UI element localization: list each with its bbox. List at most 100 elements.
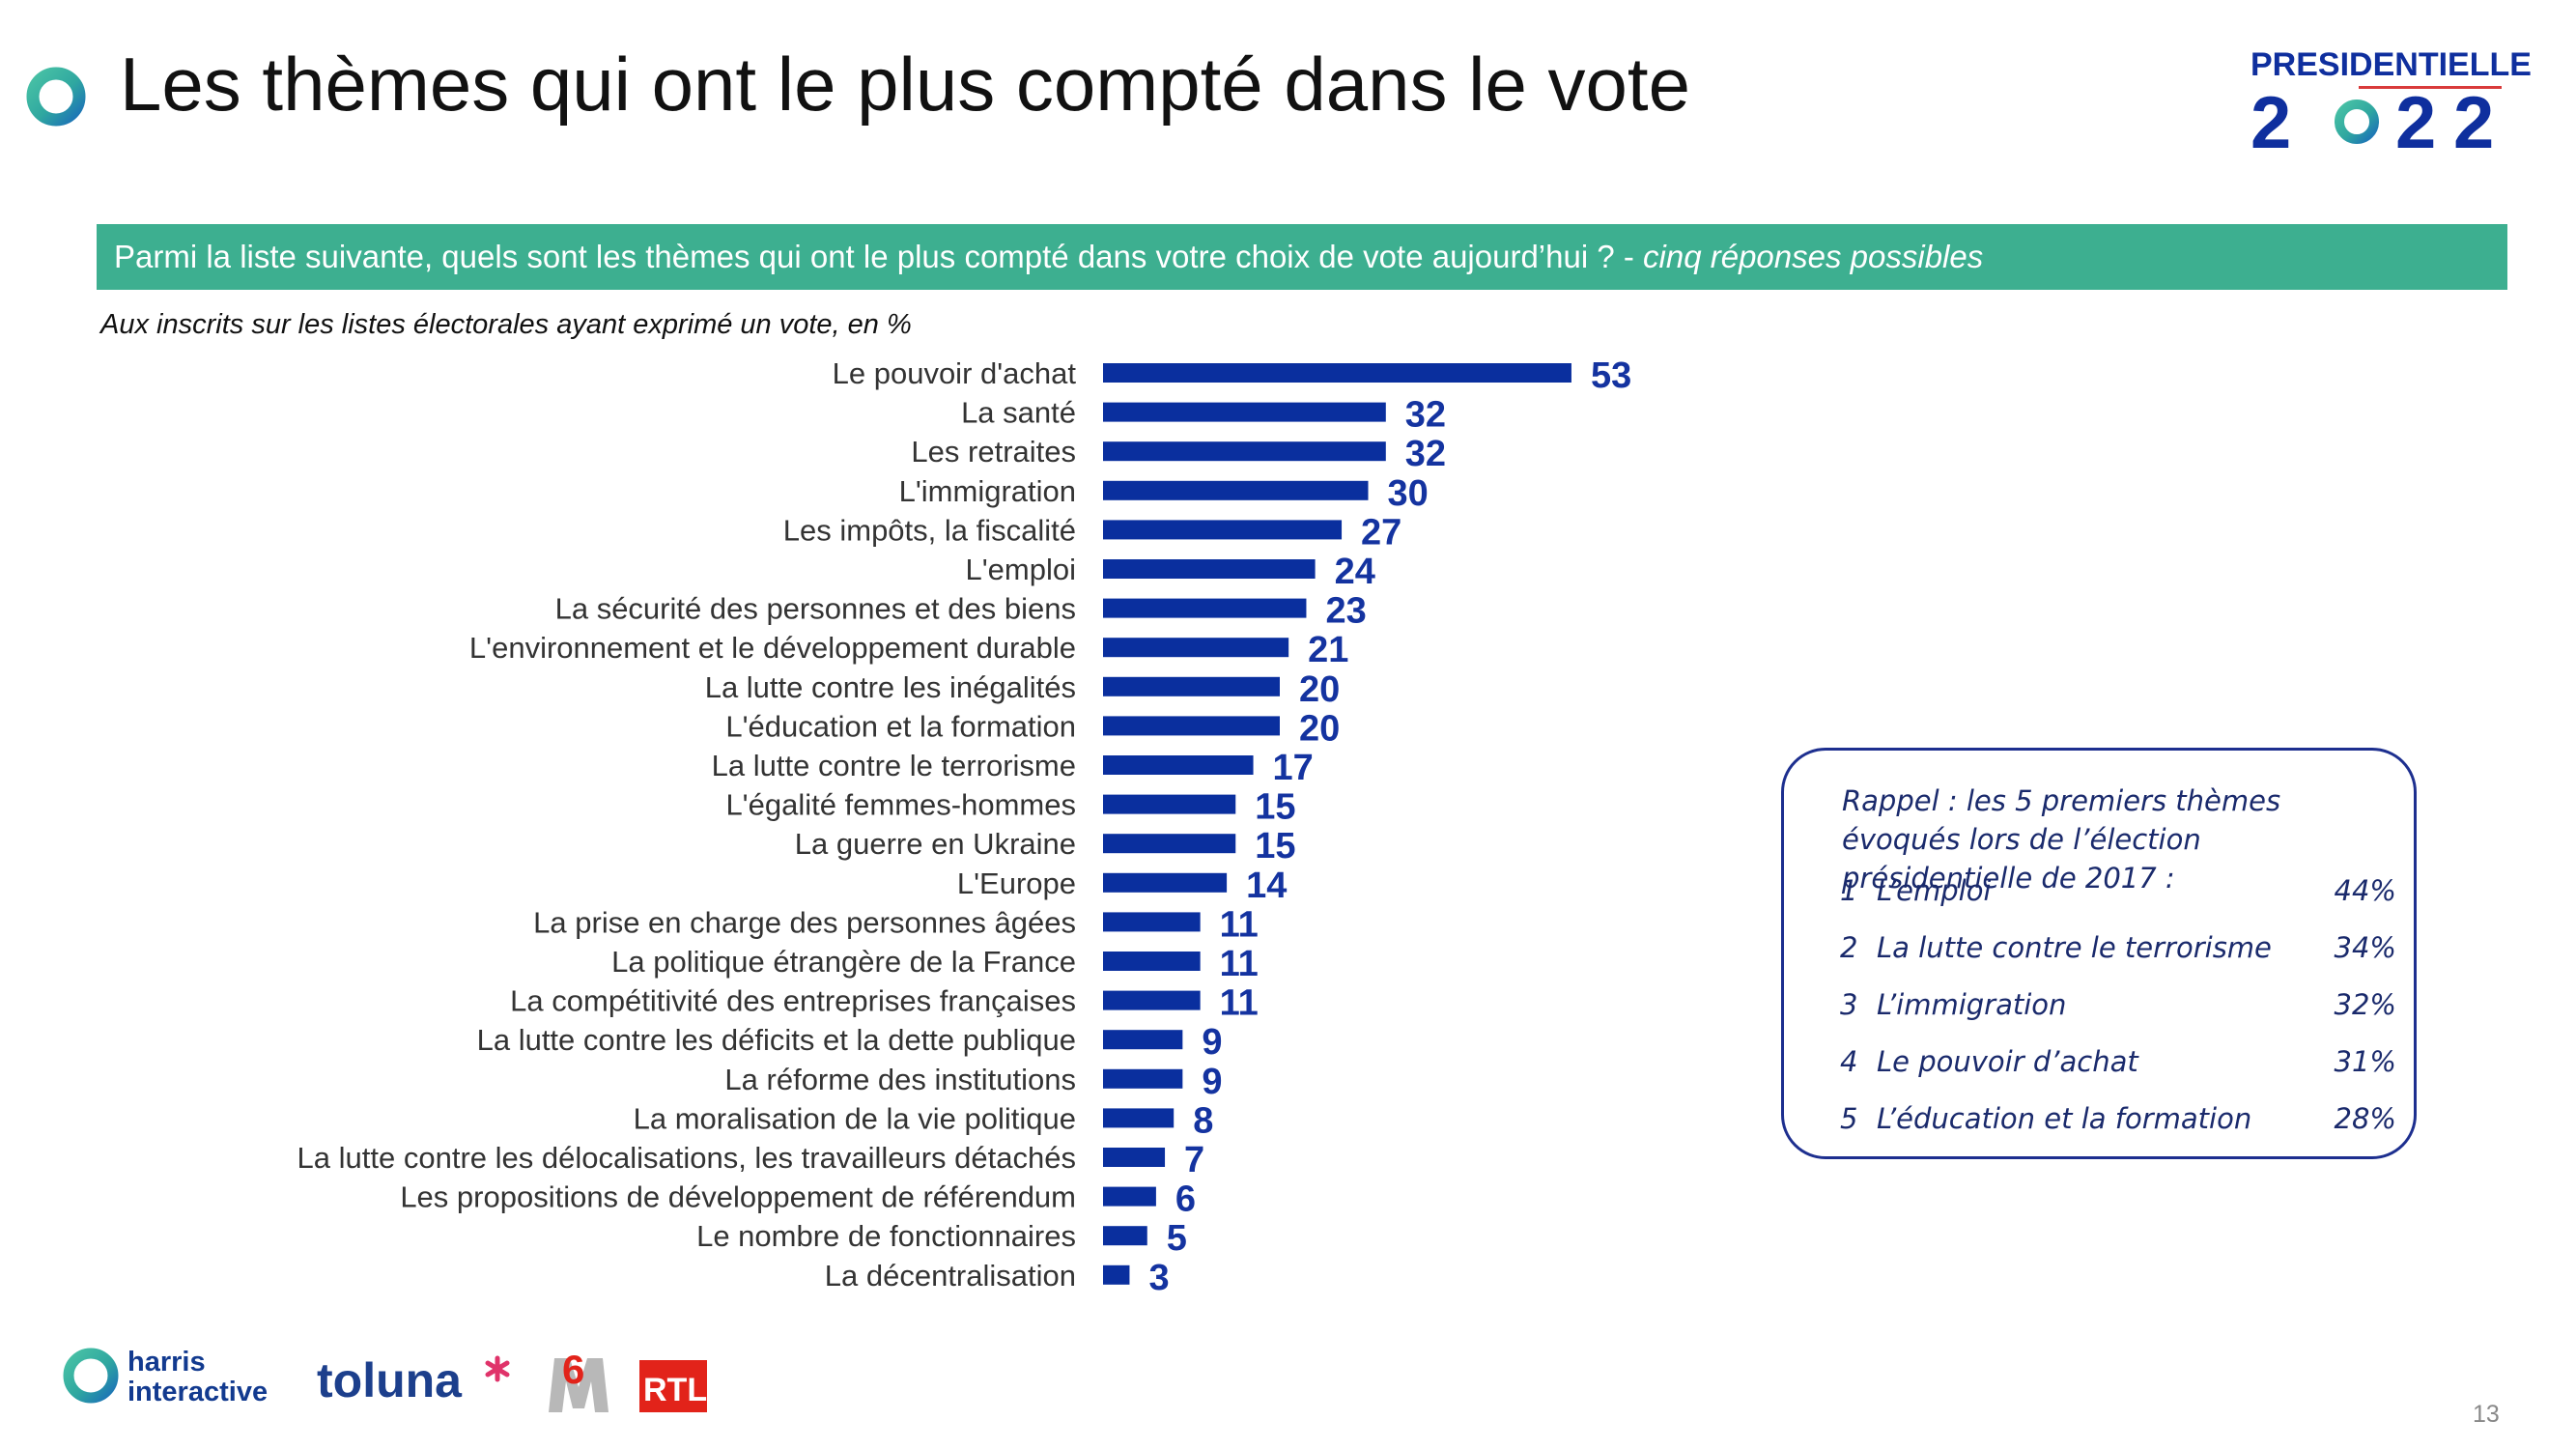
- bar: [1103, 402, 1386, 422]
- brand-top-text: PRESIDENTIELLE: [2250, 46, 2532, 83]
- value-label: 21: [1308, 630, 1348, 670]
- value-label: 20: [1299, 669, 1340, 710]
- value-label: 6: [1175, 1179, 1196, 1220]
- harris-logo-line2: interactive: [127, 1377, 268, 1407]
- recall-rank: 2: [1840, 931, 1858, 964]
- category-label: Les retraites: [911, 435, 1076, 469]
- toluna-star-icon: [485, 1355, 510, 1382]
- category-label: L'Europe: [957, 867, 1076, 900]
- bar: [1103, 1030, 1183, 1050]
- question-banner: Parmi la liste suivante, quels sont les …: [97, 224, 2507, 290]
- m6-logo: 6: [549, 1347, 609, 1412]
- value-label: 32: [1405, 434, 1446, 474]
- value-label: 9: [1202, 1022, 1222, 1063]
- recall-rank: 3: [1840, 988, 1858, 1021]
- recall-item: 2 La lutte contre le terrorisme 34%: [1840, 931, 2396, 970]
- bar: [1103, 1108, 1175, 1128]
- page-title: Les thèmes qui ont le plus compté dans l…: [120, 42, 1690, 127]
- category-label: L'éducation et la formation: [725, 709, 1076, 743]
- category-label: La prise en charge des personnes âgées: [533, 905, 1076, 939]
- value-label: 5: [1167, 1218, 1187, 1259]
- bar: [1103, 872, 1228, 893]
- value-label: 11: [1220, 944, 1259, 984]
- category-label: La décentralisation: [825, 1259, 1076, 1293]
- bar: [1103, 1264, 1130, 1285]
- category-label: Les propositions de développement de réf…: [400, 1180, 1076, 1214]
- bar: [1103, 559, 1316, 579]
- recall-item: 5 L’éducation et la formation 28%: [1840, 1102, 2396, 1141]
- bar: [1103, 912, 1201, 932]
- recall-label: L’éducation et la formation: [1877, 1102, 2252, 1135]
- brand-underline: [2359, 86, 2502, 89]
- recall-label: La lutte contre le terrorisme: [1877, 931, 2272, 964]
- recall-value: 44%: [2334, 874, 2396, 907]
- value-label: 8: [1193, 1100, 1213, 1141]
- recall-rank: 4: [1840, 1045, 1858, 1078]
- category-label: Le nombre de fonctionnaires: [696, 1219, 1076, 1253]
- toluna-logo-text: toluna: [317, 1353, 463, 1407]
- value-label: 14: [1246, 866, 1287, 906]
- value-label: 3: [1148, 1258, 1169, 1298]
- title-ring-icon: [26, 67, 86, 127]
- category-label: Le pouvoir d'achat: [833, 357, 1077, 390]
- bar: [1103, 1226, 1147, 1246]
- brand-year-digit-1: 2: [2250, 82, 2292, 164]
- value-label: 17: [1273, 748, 1314, 788]
- value-label: 9: [1202, 1062, 1222, 1102]
- category-label: L'immigration: [899, 474, 1076, 508]
- value-label: 15: [1255, 787, 1295, 828]
- value-label: 27: [1361, 512, 1401, 553]
- question-text: Parmi la liste suivante, quels sont les …: [114, 239, 1644, 274]
- recall-value: 32%: [2334, 988, 2396, 1021]
- bar: [1103, 794, 1236, 814]
- bar: [1103, 834, 1236, 854]
- chart-subtitle: Aux inscrits sur les listes électorales …: [100, 309, 912, 340]
- brand-ring-icon: [2335, 99, 2379, 144]
- bar: [1103, 1148, 1166, 1167]
- value-label: 32: [1405, 395, 1446, 436]
- bar: [1103, 441, 1386, 462]
- partner-logos: harris interactive toluna 6 RTL: [63, 1347, 707, 1412]
- category-label: La moralisation de la vie politique: [634, 1101, 1076, 1135]
- recall-item: 4 Le pouvoir d’achat 31%: [1840, 1045, 2396, 1084]
- value-label: 15: [1255, 826, 1295, 867]
- harris-logo-line1: harris: [127, 1347, 206, 1378]
- recall-label: L’emploi: [1877, 874, 1992, 907]
- recall-item: 3 L’immigration 32%: [1840, 988, 2396, 1027]
- category-label: La lutte contre les déficits et la dette…: [477, 1023, 1076, 1057]
- brand-year-digit-2: 2: [2395, 82, 2437, 164]
- harris-interactive-logo: harris interactive: [63, 1347, 268, 1407]
- category-label: La guerre en Ukraine: [795, 827, 1076, 861]
- brand-year-digit-3: 2: [2453, 82, 2495, 164]
- category-label: Les impôts, la fiscalité: [783, 513, 1076, 547]
- brand-year: 2 2 2: [2250, 81, 2502, 178]
- bar: [1103, 480, 1369, 500]
- bar: [1103, 598, 1307, 618]
- category-label: La lutte contre les inégalités: [705, 670, 1076, 704]
- recall-value: 31%: [2334, 1045, 2396, 1078]
- bar: [1103, 1068, 1183, 1089]
- bar: [1103, 676, 1280, 696]
- recall-value: 28%: [2334, 1102, 2396, 1135]
- page-number: 13: [2473, 1401, 2500, 1428]
- recall-rank: 1: [1840, 874, 1858, 907]
- recall-item: 1 L’emploi 44%: [1840, 874, 2396, 913]
- category-label: La politique étrangère de la France: [611, 945, 1076, 979]
- question-emphasis: cinq réponses possibles: [1643, 239, 1984, 274]
- bar-chart: Le pouvoir d'achat 53 La santé 32 Les retrai…: [297, 357, 1632, 1298]
- rtl-logo: RTL: [639, 1360, 707, 1412]
- presidentielle-2022-logo: PRESIDENTIELLE 2 2 2: [2250, 46, 2532, 164]
- value-label: 11: [1220, 983, 1259, 1024]
- category-label: La lutte contre le terrorisme: [712, 749, 1076, 782]
- bar: [1103, 990, 1201, 1010]
- bar: [1103, 638, 1289, 658]
- value-label: 7: [1184, 1140, 1204, 1180]
- bar: [1103, 363, 1571, 383]
- bar: [1103, 716, 1280, 736]
- recall-box: Rappel : les 5 premiers thèmes évoqués l…: [1781, 748, 2417, 1159]
- rtl-logo-text: RTL: [643, 1372, 707, 1408]
- bar: [1103, 755, 1254, 775]
- category-label: L'égalité femmes-hommes: [725, 788, 1076, 822]
- bar: [1103, 952, 1201, 971]
- category-label: L'emploi: [966, 553, 1076, 586]
